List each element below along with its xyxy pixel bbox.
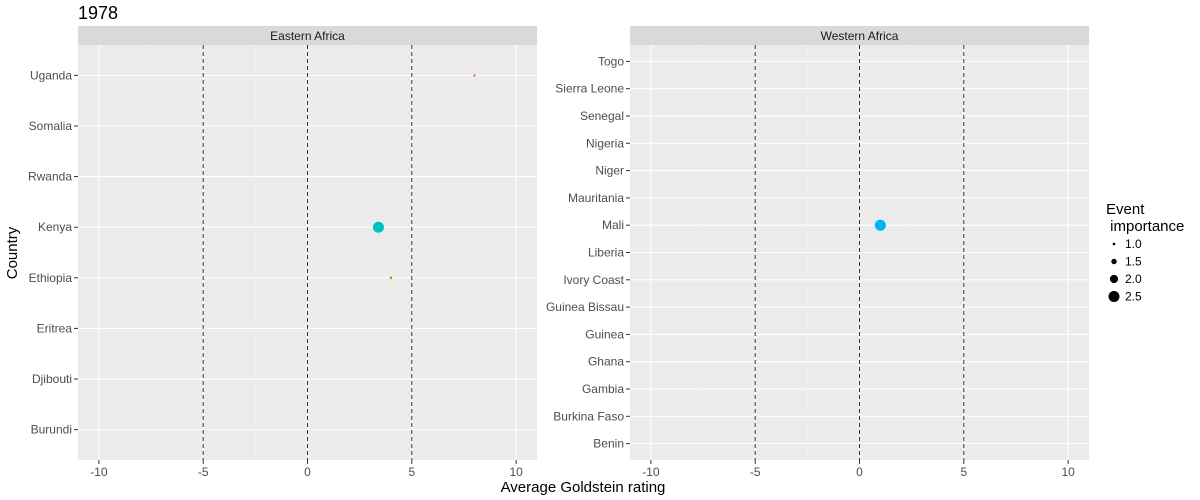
legend-key	[1109, 274, 1119, 284]
chart-title: 1978	[78, 3, 118, 23]
facet-strip-label: Western Africa	[821, 29, 899, 43]
y-tick-label: Djibouti	[32, 372, 72, 386]
y-axis-title: Country	[4, 226, 21, 279]
x-tick-label: 0	[856, 465, 863, 479]
y-tick-label: Burkina Faso	[553, 409, 624, 423]
x-tick-label: 5	[960, 465, 967, 479]
x-tick-label: 10	[509, 465, 523, 479]
facet-panel: Eastern Africa Burundi Djibouti Eritrea Ethi…	[28, 26, 537, 479]
y-tick-label: Togo	[598, 54, 624, 68]
data-point	[389, 276, 393, 280]
legend-label: 1.0	[1125, 237, 1142, 251]
y-tick-label: Uganda	[30, 68, 72, 82]
y-tick-label: Kenya	[38, 220, 72, 234]
y-tick-label: Burundi	[31, 423, 72, 437]
y-tick-label: Rwanda	[28, 170, 72, 184]
y-tick-label: Ethiopia	[29, 271, 73, 285]
x-tick-label: -5	[750, 465, 761, 479]
legend-label: 2.0	[1125, 272, 1142, 286]
facet-strip	[630, 26, 1089, 45]
y-tick-label: Eritrea	[37, 321, 73, 335]
y-tick-label: Mali	[602, 218, 624, 232]
legend-key	[1108, 291, 1120, 302]
y-tick-label: Senegal	[580, 109, 624, 123]
legend-title-line2: importance	[1106, 218, 1184, 235]
y-tick-label: Nigeria	[586, 136, 624, 150]
x-tick-label: -10	[642, 465, 660, 479]
size-legend: Event importance 1.0 1.5 2.0 2.5	[1106, 201, 1184, 304]
y-tick-label: Liberia	[588, 246, 624, 260]
legend-label: 2.5	[1125, 290, 1142, 304]
facet-panels: Eastern Africa Burundi Djibouti Eritrea Ethi…	[28, 26, 1089, 479]
y-tick-label: Somalia	[29, 119, 73, 133]
x-tick-label: 5	[408, 465, 415, 479]
data-point	[874, 219, 886, 231]
y-tick-label: Mauritania	[568, 191, 624, 205]
legend-label: 1.5	[1125, 255, 1142, 269]
legend-title-line1: Event	[1106, 201, 1145, 218]
y-tick-label: Niger	[595, 164, 624, 178]
y-tick-label: Guinea Bissau	[546, 300, 624, 314]
y-tick-label: Gambia	[582, 382, 624, 396]
x-tick-label: 10	[1061, 465, 1075, 479]
legend-key	[1111, 258, 1117, 265]
x-axis-title: Average Goldstein rating	[501, 479, 666, 496]
data-point	[372, 221, 384, 233]
y-tick-label: Sierra Leone	[555, 82, 624, 96]
legend-key	[1112, 242, 1116, 246]
data-point	[473, 74, 476, 77]
facet-panel: Western Africa Benin Burkina Faso Gambia Gha…	[546, 26, 1089, 479]
y-tick-label: Ghana	[588, 355, 624, 369]
facet-strip-label: Eastern Africa	[270, 29, 345, 43]
x-tick-label: 0	[304, 465, 311, 479]
facet-strip	[78, 26, 537, 45]
y-tick-label: Benin	[593, 437, 624, 451]
x-tick-label: -10	[90, 465, 108, 479]
y-tick-label: Ivory Coast	[563, 273, 624, 287]
x-tick-label: -5	[198, 465, 209, 479]
y-tick-label: Guinea	[585, 327, 624, 341]
